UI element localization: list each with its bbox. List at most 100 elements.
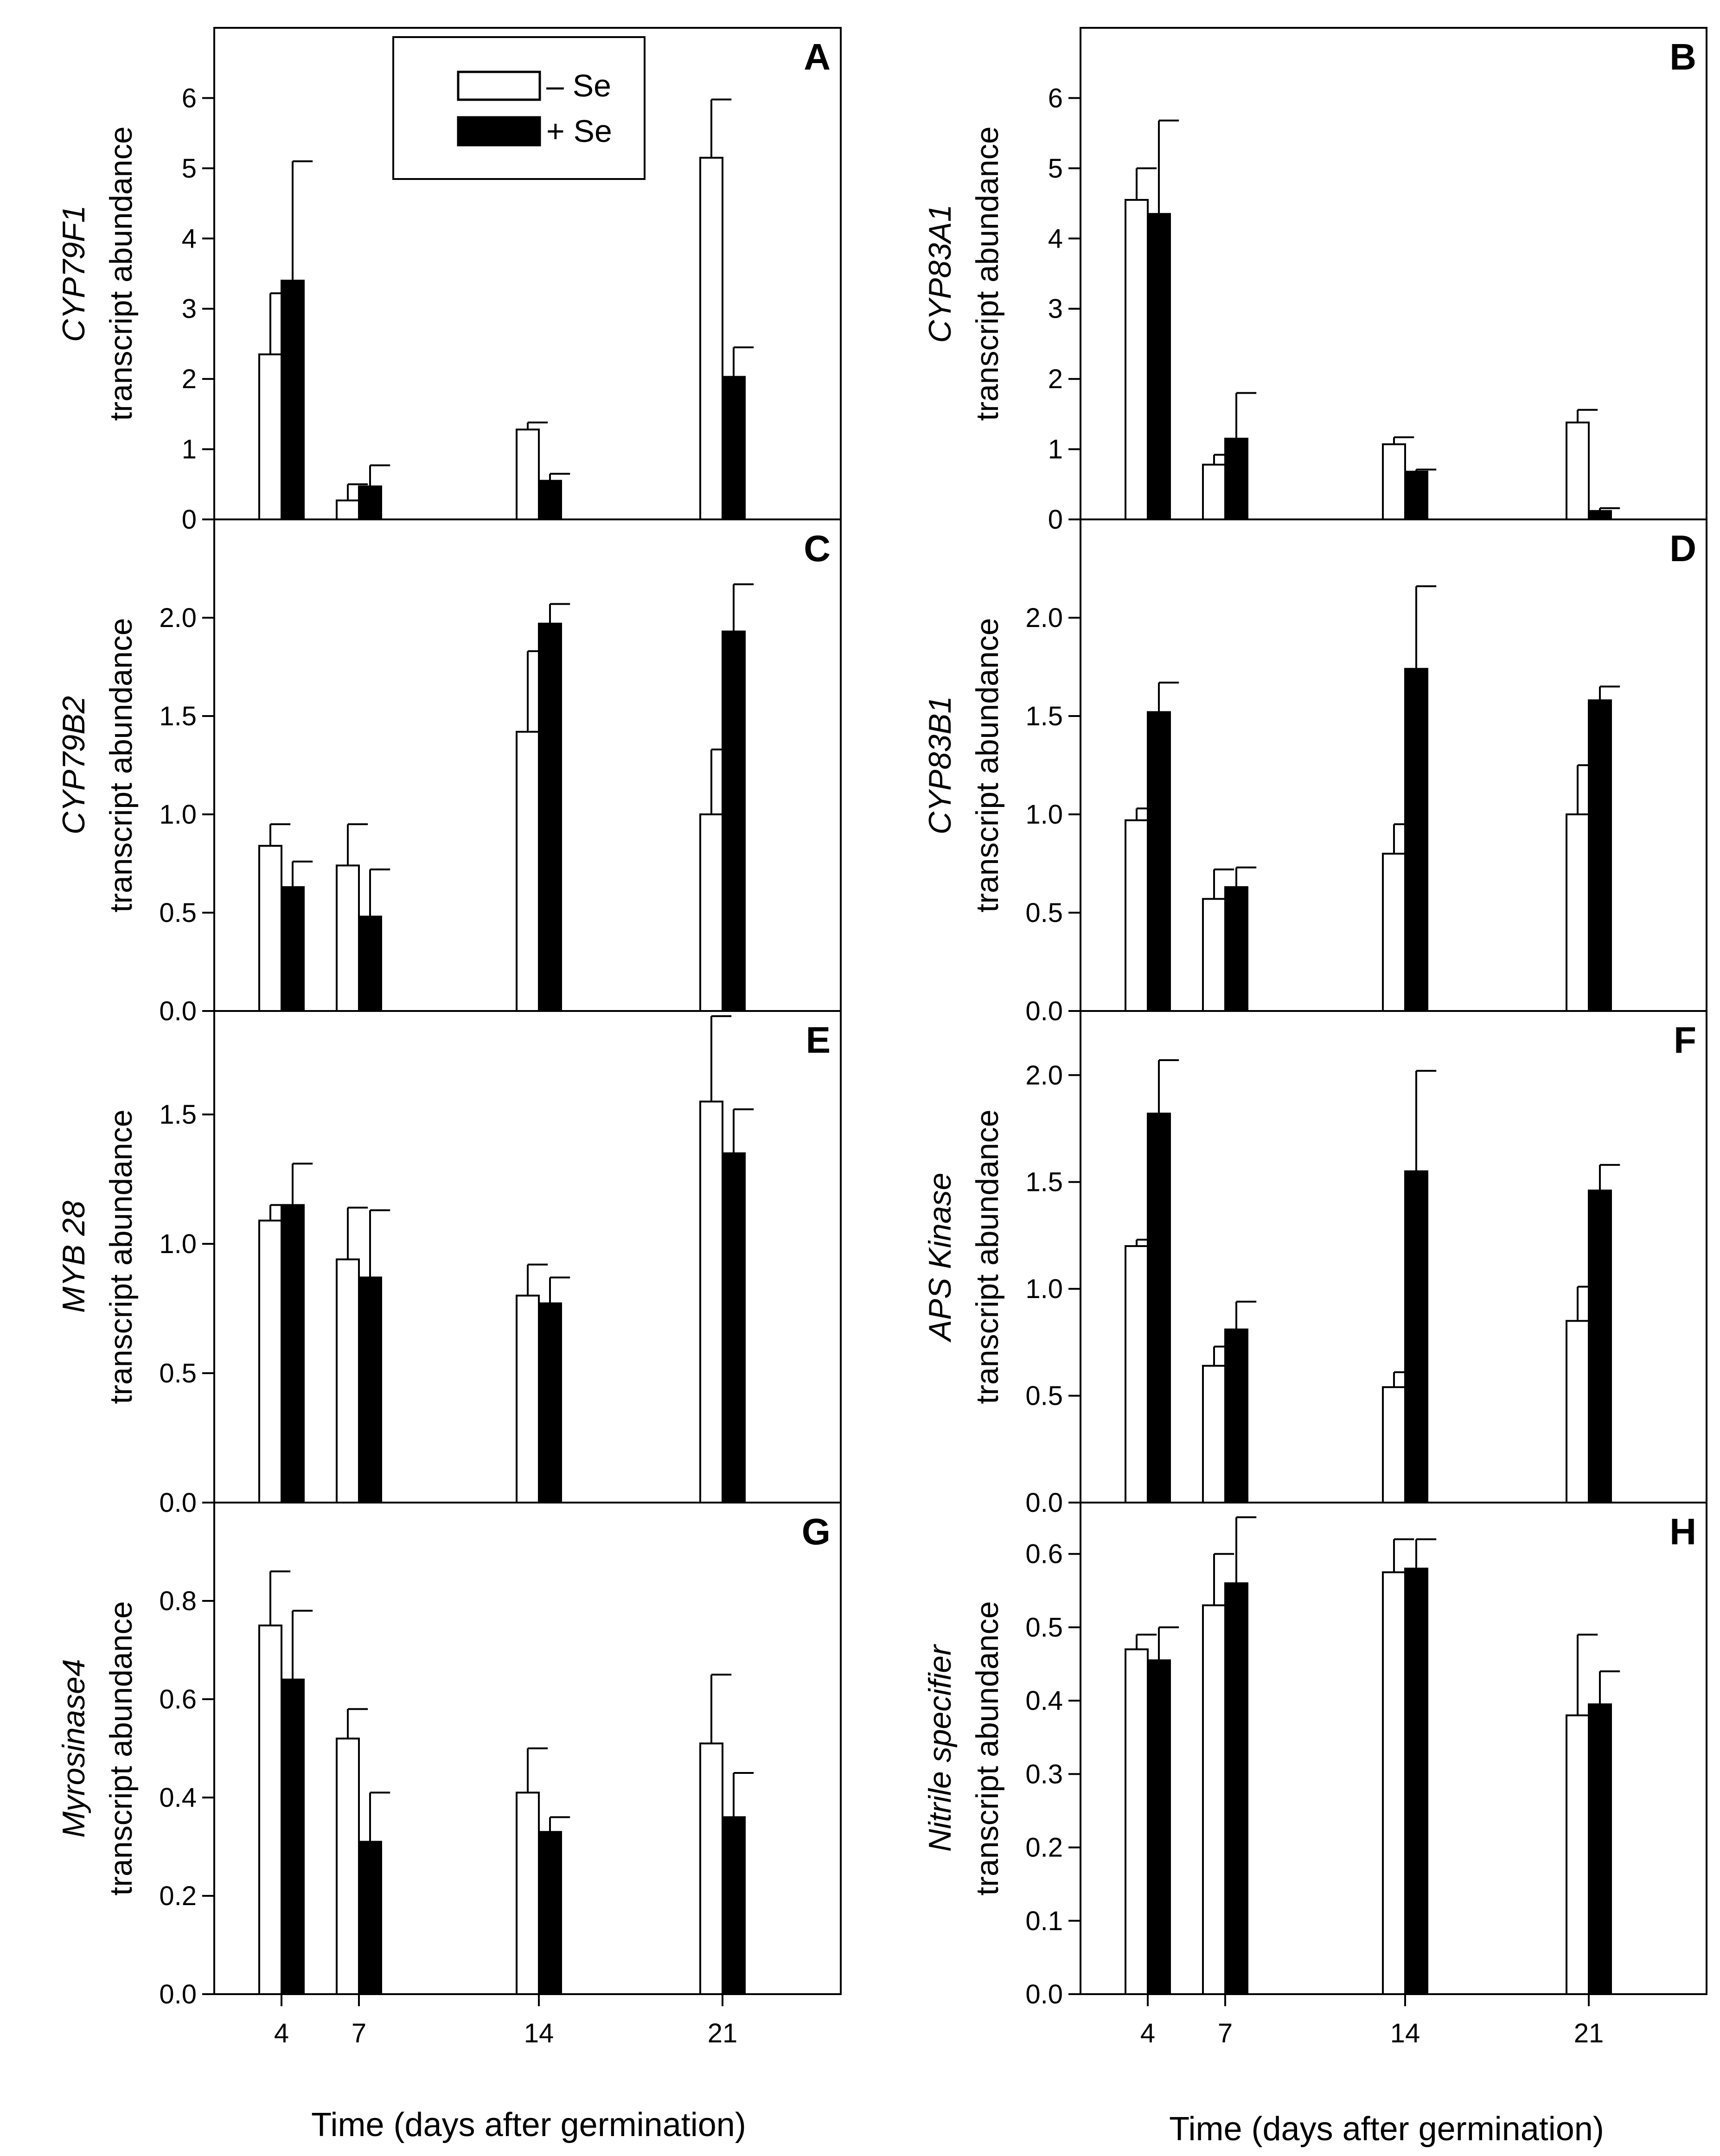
bar-h-day4-plus-se xyxy=(1147,1659,1171,1995)
bar-c-day7-minus-se xyxy=(336,864,360,1012)
y-tick-label: 2.0 xyxy=(159,603,197,633)
y-tick-label: 2.0 xyxy=(1025,603,1063,633)
bar-a-day14-minus-se xyxy=(516,429,540,521)
x-tick-label: 7 xyxy=(1218,2018,1233,2048)
bar-f-day14-plus-se xyxy=(1404,1170,1428,1503)
legend-swatch-plus-se xyxy=(457,116,541,147)
bar-d-day14-minus-se xyxy=(1382,852,1406,1012)
bar-h-day4-minus-se xyxy=(1125,1648,1149,1996)
panel-letter-d: D xyxy=(1669,528,1696,569)
y-axis-gene-label-h: Nitrile specifier xyxy=(922,1644,958,1852)
y-tick-label: 0.4 xyxy=(159,1783,197,1813)
y-tick-label: 0.6 xyxy=(1025,1539,1063,1569)
y-tick-label: 0.5 xyxy=(1025,1612,1063,1643)
y-tick-label: 0 xyxy=(182,505,197,535)
bar-e-day21-minus-se xyxy=(699,1100,723,1503)
panel-h: 0.0 0.1 0.2 0.3 0.4 0.5 0.6 4 7 14 21 H Nitrile spec… xyxy=(922,1502,1707,2048)
bar-f-day4-plus-se xyxy=(1147,1113,1171,1503)
legend-label-plus-se: + Se xyxy=(546,114,612,149)
panel-a: 0 1 2 3 4 5 6 A CYP79F1 transcript abundance xyxy=(56,27,842,535)
y-tick-label: 0.0 xyxy=(159,1488,197,1518)
y-tick-label: 0.5 xyxy=(159,898,197,928)
y-tick-label: 4 xyxy=(182,224,197,254)
y-axis-gene-label-c: CYP79B2 xyxy=(56,696,91,835)
bar-b-day14-plus-se xyxy=(1404,471,1428,520)
bar-h-day7-plus-se xyxy=(1224,1582,1248,1995)
bar-e-day14-minus-se xyxy=(516,1294,540,1504)
bar-h-day7-minus-se xyxy=(1202,1604,1226,1995)
bar-a-day21-plus-se xyxy=(722,376,746,520)
y-tick-label: 0.0 xyxy=(1025,1488,1063,1518)
y-tick-label: 0.0 xyxy=(159,996,197,1026)
y-tick-label: 0.0 xyxy=(1025,1979,1063,2009)
bar-c-day7-plus-se xyxy=(358,915,382,1012)
panel-d: 0.0 0.5 1.0 1.5 2.0 D CYP83B1 transcript abunda… xyxy=(922,518,1707,1026)
y-tick-label: 0.6 xyxy=(159,1684,197,1715)
x-tick-label: 14 xyxy=(1390,2018,1420,2048)
bar-h-day21-minus-se xyxy=(1566,1714,1590,1995)
y-axis-label-f: transcript abundance xyxy=(970,1109,1005,1404)
y-tick-label: 2 xyxy=(1048,364,1063,394)
bar-b-day4-plus-se xyxy=(1147,213,1171,520)
bar-f-day21-plus-se xyxy=(1588,1190,1612,1503)
y-tick-label: 3 xyxy=(182,294,197,324)
y-axis-label-g: transcript abundance xyxy=(103,1601,139,1895)
x-tick-label: 7 xyxy=(352,2018,366,2048)
bar-g-day14-minus-se xyxy=(516,1791,540,1995)
bar-g-day4-plus-se xyxy=(281,1678,305,1996)
y-tick-label: 3 xyxy=(1048,294,1063,324)
bar-a-day7-plus-se xyxy=(358,485,382,521)
bar-e-day4-plus-se xyxy=(281,1204,305,1504)
bar-g-day21-plus-se xyxy=(722,1816,746,1995)
bar-e-day7-plus-se xyxy=(358,1276,382,1503)
panel-letter-e: E xyxy=(806,1019,831,1061)
y-tick-label: 5 xyxy=(182,154,197,184)
bar-c-day4-plus-se xyxy=(281,886,305,1012)
panel-letter-c: C xyxy=(804,528,831,569)
y-axis-gene-label-g: Myrosinase4 xyxy=(56,1659,91,1838)
y-tick-label: 1.0 xyxy=(159,1229,197,1259)
bar-b-day14-minus-se xyxy=(1382,443,1406,520)
x-tick-label: 21 xyxy=(708,2018,738,2048)
panel-letter-f: F xyxy=(1674,1019,1696,1061)
y-tick-label: 1.0 xyxy=(159,800,197,830)
y-tick-label: 1.5 xyxy=(1025,701,1063,731)
y-tick-label: 0.2 xyxy=(1025,1833,1063,1863)
legend-swatch-minus-se xyxy=(457,70,541,101)
bar-c-day14-minus-se xyxy=(516,730,540,1012)
y-tick-label: 6 xyxy=(182,83,197,113)
bar-d-day21-minus-se xyxy=(1566,813,1590,1012)
x-tick-label: 21 xyxy=(1574,2018,1604,2048)
y-axis-gene-label-f: APS Kinase xyxy=(922,1173,958,1343)
y-tick-label: 0.1 xyxy=(1025,1906,1063,1936)
y-axis-label-c: transcript abundance xyxy=(103,618,139,912)
bar-d-day4-plus-se xyxy=(1147,711,1171,1012)
y-tick-label: 1 xyxy=(182,435,197,465)
y-tick-label: 0.5 xyxy=(159,1358,197,1388)
bar-d-day7-minus-se xyxy=(1202,898,1226,1012)
bar-g-day21-minus-se xyxy=(699,1742,723,1995)
y-axis-gene-label-d: CYP83B1 xyxy=(922,696,958,835)
y-tick-label: 0.5 xyxy=(1025,898,1063,928)
bar-f-day21-minus-se xyxy=(1566,1320,1590,1504)
y-axis-label-h: transcript abundance xyxy=(970,1601,1005,1895)
y-tick-label: 1.0 xyxy=(1025,1274,1063,1304)
x-axis-label-right: Time (days after germination) xyxy=(1169,2111,1604,2148)
bar-e-day4-minus-se xyxy=(258,1219,282,1504)
panel-b: 0 1 2 3 4 5 6 B CYP83A1 transcript abundance xyxy=(922,27,1707,535)
panel-letter-a: A xyxy=(804,36,831,77)
bar-f-day14-minus-se xyxy=(1382,1386,1406,1503)
legend-label-minus-se: – Se xyxy=(546,68,611,103)
bar-c-day21-minus-se xyxy=(699,813,723,1012)
bar-b-day21-minus-se xyxy=(1566,422,1590,520)
x-tick-label: 4 xyxy=(1140,2018,1155,2048)
panel-e: 0.0 0.5 1.0 1.5 E MYB 28 transcript abundance xyxy=(56,1010,842,1518)
y-tick-label: 0.8 xyxy=(159,1586,197,1616)
y-tick-label: 0.4 xyxy=(1025,1686,1063,1716)
y-tick-label: 2 xyxy=(182,364,197,394)
y-axis-gene-label-e: MYB 28 xyxy=(56,1201,91,1313)
y-tick-label: 0.5 xyxy=(1025,1381,1063,1411)
bar-d-day7-plus-se xyxy=(1224,886,1248,1012)
legend: – Se + Se xyxy=(392,36,646,180)
y-tick-label: 1.0 xyxy=(1025,800,1063,830)
